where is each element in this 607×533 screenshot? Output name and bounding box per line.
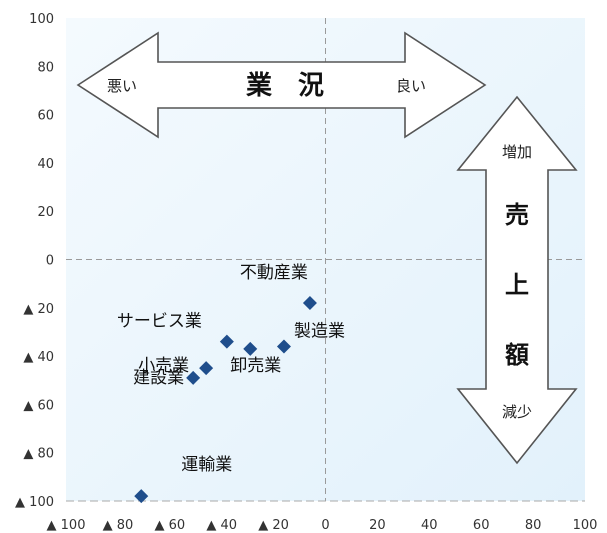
data-point-label: 建設業: [133, 368, 184, 388]
arrow-center-char-3: 額: [505, 341, 529, 369]
x-tick-label: ▲ 80: [103, 518, 134, 533]
x-tick-label: 20: [369, 518, 386, 533]
data-point-label: サービス業: [117, 312, 202, 332]
arrow-center-char-2: 上: [505, 271, 529, 299]
data-points: [134, 295, 317, 504]
business-condition-arrow-shape: [76, 31, 487, 139]
data-point-marker: [134, 489, 149, 504]
y-tick-label: 20: [37, 205, 54, 220]
data-point-marker: [186, 370, 201, 385]
data-point-marker: [199, 361, 214, 376]
y-tick-label: ▲ 40: [23, 350, 54, 365]
y-tick-label: ▲ 80: [23, 447, 54, 462]
data-point-marker: [302, 295, 317, 310]
arrow-right-label: 良い: [396, 77, 426, 95]
arrow-title: 業 況: [246, 71, 324, 101]
data-point-marker: [243, 341, 258, 356]
x-tick-label: 40: [421, 518, 438, 533]
x-axis-ticks: ▲ 100 ▲ 80 ▲ 60 ▲ 40 ▲ 20 0 20 40 60 80 100: [47, 518, 598, 533]
data-point-marker: [276, 339, 291, 354]
sales-amount-arrow: 増加 売 上 額 減少: [456, 95, 578, 465]
data-point-label: 不動産業: [240, 263, 308, 283]
business-condition-arrow: 悪い 業 況 良い: [76, 31, 487, 139]
y-axis-ticks: 100 80 60 40 20 0 ▲ 20 ▲ 40 ▲ 60 ▲ 80 ▲ 100: [15, 12, 54, 510]
data-point-marker: [219, 334, 234, 349]
y-tick-label: ▲ 20: [23, 302, 54, 317]
data-point-label: 卸売業: [230, 356, 281, 376]
y-tick-label: 60: [37, 109, 54, 124]
x-tick-label: ▲ 40: [206, 518, 237, 533]
x-tick-label: ▲ 100: [47, 518, 86, 533]
y-tick-label: 80: [37, 60, 54, 75]
arrow-center-char-1: 売: [505, 201, 529, 229]
x-tick-label: 100: [573, 518, 598, 533]
x-tick-label: 80: [525, 518, 542, 533]
x-tick-label: 60: [473, 518, 490, 533]
arrow-left-label: 悪い: [107, 77, 137, 95]
data-point-label: 製造業: [294, 321, 345, 341]
x-tick-label: ▲ 60: [154, 518, 185, 533]
x-tick-label: 0: [321, 518, 329, 533]
arrow-top-label: 増加: [502, 143, 532, 161]
y-tick-label: ▲ 100: [15, 495, 54, 510]
y-tick-label: 0: [46, 254, 54, 269]
data-point-label: 小売業: [138, 356, 189, 376]
x-tick-label: ▲ 20: [258, 518, 289, 533]
data-point-label: 運輸業: [181, 455, 232, 475]
y-tick-label: 40: [37, 157, 54, 172]
y-tick-label: 100: [29, 12, 54, 27]
sales-amount-arrow-shape: [456, 95, 578, 465]
arrow-bottom-label: 減少: [502, 403, 532, 421]
y-tick-label: ▲ 60: [23, 398, 54, 413]
